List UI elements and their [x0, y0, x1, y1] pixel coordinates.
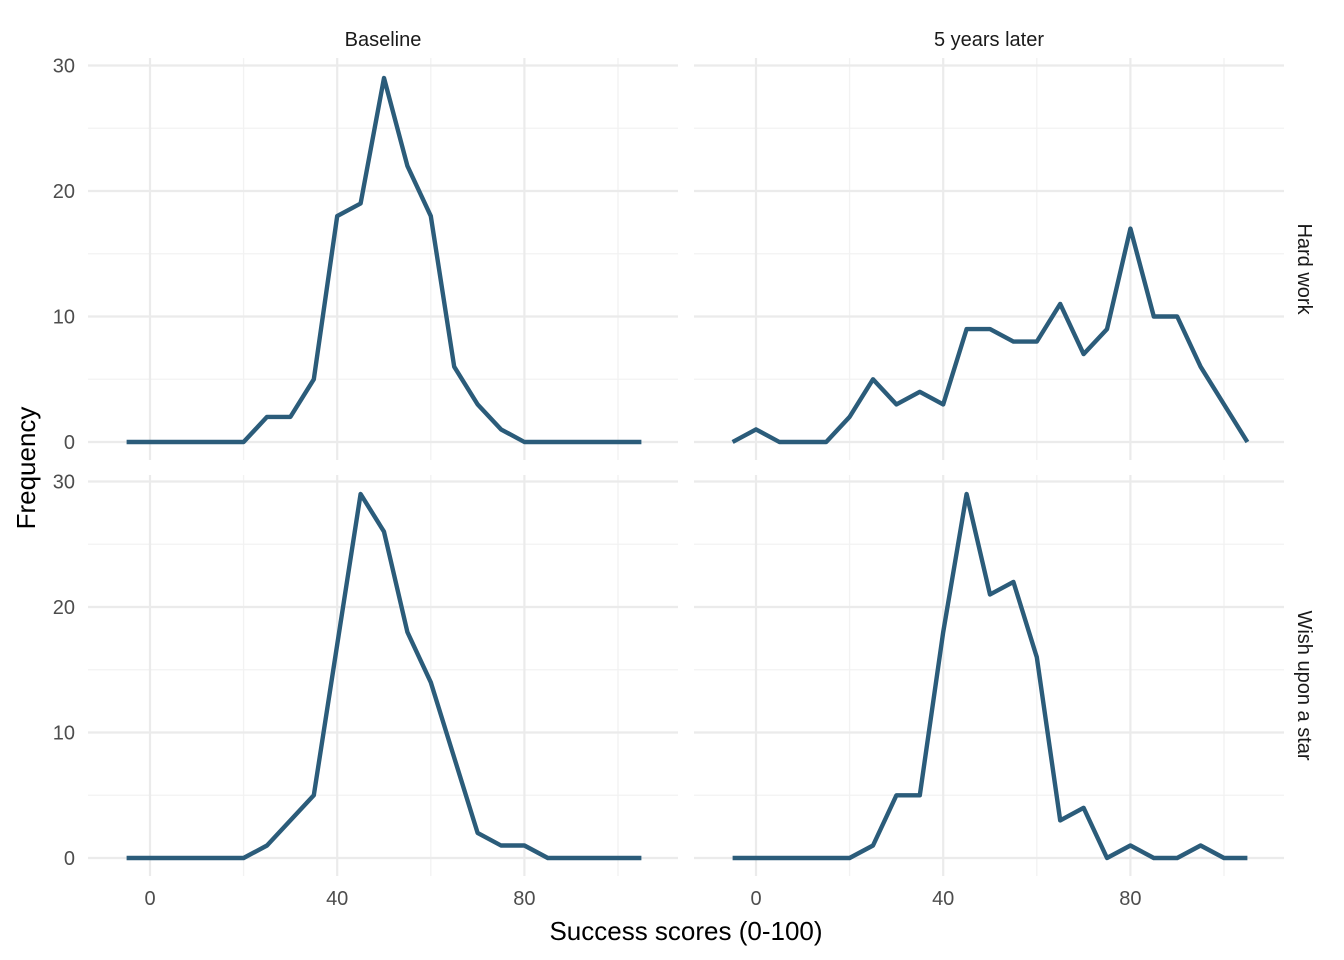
x-tick-label: 0 [144, 888, 155, 910]
strip-label-column: 5 years later [934, 29, 1044, 51]
panel-hard-work-baseline: 0 10 20 30 [53, 56, 678, 460]
strip-label-row: Wish upon a star [1293, 610, 1315, 760]
y-tick-label: 20 [53, 597, 75, 619]
y-tick-label: 20 [53, 181, 75, 203]
x-tick-label: 0 [750, 888, 761, 910]
y-tick-label: 0 [64, 848, 75, 870]
panel-wish-upon-a-star-baseline: 0 10 20 30 0 40 80 [53, 472, 678, 910]
series-line [732, 491, 1248, 861]
x-tick-label: 80 [513, 888, 535, 910]
y-tick-label: 30 [53, 56, 75, 78]
series-line [126, 491, 642, 861]
x-tick-label: 40 [326, 888, 348, 910]
x-tick-label: 40 [932, 888, 954, 910]
y-tick-label: 10 [53, 307, 75, 329]
strip-label-column: Baseline [345, 29, 422, 51]
strip-label-row: Hard work [1293, 223, 1315, 315]
panel-hard-work-5-years-later [694, 58, 1284, 460]
series-line [731, 226, 1250, 445]
y-tick-label: 0 [64, 432, 75, 454]
x-axis-title: Success scores (0-100) [549, 916, 822, 946]
series-line [126, 75, 642, 445]
y-tick-label: 30 [53, 472, 75, 494]
y-tick-label: 10 [53, 723, 75, 745]
x-tick-label: 80 [1119, 888, 1141, 910]
y-axis-title: Frequency [11, 407, 41, 530]
panel-wish-upon-a-star-5-years-later: 0 40 80 [694, 475, 1284, 910]
